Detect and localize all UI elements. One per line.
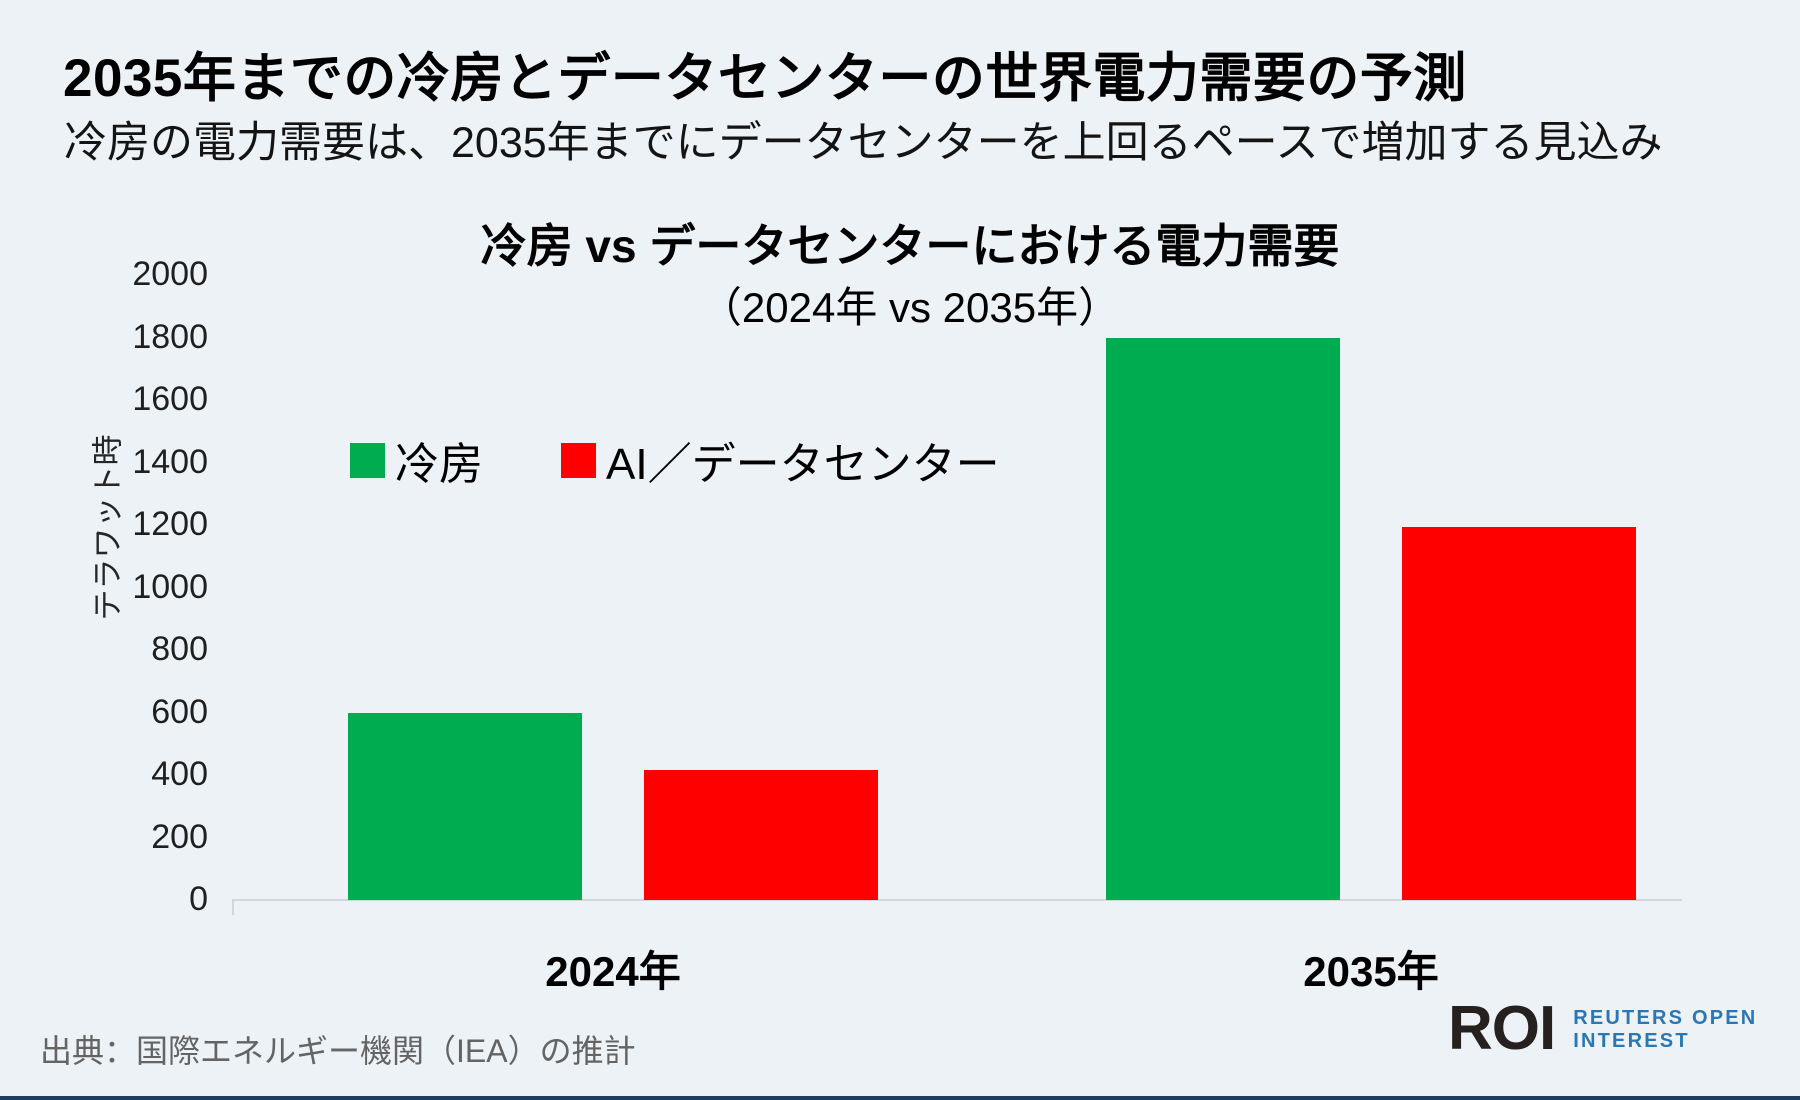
legend-label-datacenter: AI／データセンター — [606, 440, 1000, 489]
y-tick-label: 200 — [151, 817, 208, 856]
bar-series1-2035年 — [1402, 526, 1636, 900]
roi-logo-line1: REUTERS OPEN — [1573, 1007, 1758, 1029]
roi-logo: ROI REUTERS OPEN INTEREST — [1448, 998, 1757, 1060]
y-tick-label: 2000 — [132, 255, 208, 293]
x-category-label-2035: 2035年 — [1303, 948, 1439, 995]
y-tick-label: 1800 — [132, 317, 208, 356]
legend-swatch-cooling — [350, 442, 385, 478]
x-category-label-2024: 2024年 — [545, 948, 681, 995]
y-tick-label: 1200 — [132, 505, 208, 543]
bar-series0-2035年 — [1106, 337, 1340, 900]
plot-area — [232, 275, 1682, 915]
roi-logo-mark: ROI — [1448, 994, 1556, 1063]
legend-label-cooling: 冷房 — [395, 440, 483, 489]
y-tick-label: 1600 — [132, 380, 208, 418]
y-tick-label: 400 — [151, 755, 208, 793]
bar-series1-2024年 — [644, 770, 878, 900]
x-axis-line — [232, 899, 1682, 901]
legend: 冷房 AI／データセンター — [350, 428, 1000, 492]
chart-title: 冷房 vs データセンターにおける電力需要 — [480, 220, 1340, 272]
roi-logo-line2: INTEREST — [1573, 1030, 1690, 1052]
y-tick-label: 800 — [151, 630, 208, 668]
y-tick-label: 1000 — [132, 567, 208, 606]
page-title: 2035年までの冷房とデータセンターの世界電力需要の予測 — [63, 49, 1467, 108]
roi-logo-wordmark: REUTERS OPEN INTEREST — [1573, 1007, 1757, 1053]
chart-subtitle: （2024年 vs 2035年） — [699, 284, 1121, 331]
y-axis-tick-stub — [232, 899, 234, 915]
bar-series0-2024年 — [348, 712, 582, 900]
legend-item-datacenter: AI／データセンター — [561, 428, 1000, 492]
page-subtitle: 冷房の電力需要は、2035年までにデータセンターを上回るペースで増加する見込み — [64, 119, 1663, 167]
y-tick-label: 0 — [189, 880, 208, 918]
y-tick-label: 600 — [151, 692, 208, 731]
y-tick-label: 1400 — [132, 442, 208, 481]
source-note: 出典：国際エネルギー機関（IEA）の推計 — [40, 1033, 636, 1069]
bottom-accent-bar — [0, 1096, 1800, 1100]
legend-swatch-datacenter — [561, 442, 596, 478]
legend-item-cooling: 冷房 — [350, 428, 483, 492]
